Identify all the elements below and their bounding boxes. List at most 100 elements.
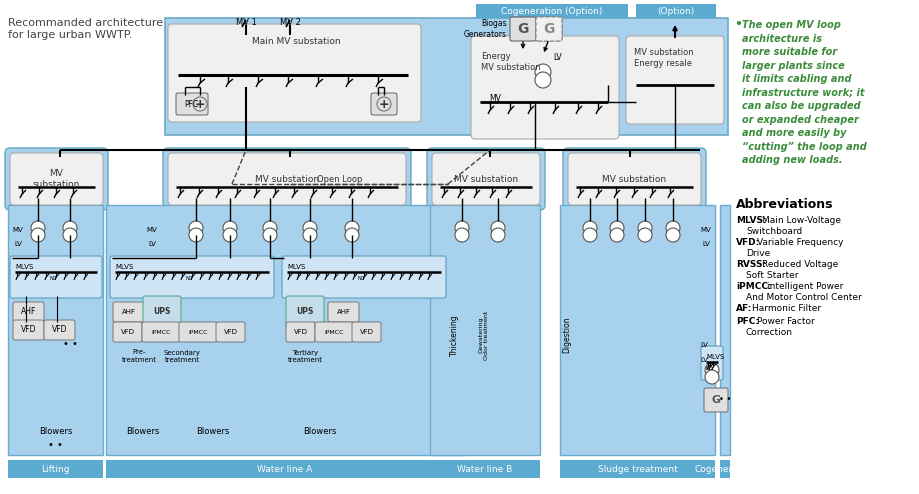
Text: VFD: VFD [293,329,307,335]
Circle shape [455,228,469,242]
Text: Recommanded architecture
for large urban WWTP.: Recommanded architecture for large urban… [8,18,163,40]
Circle shape [637,221,652,235]
FancyBboxPatch shape [142,296,181,328]
Text: PFC:: PFC: [735,317,758,326]
Circle shape [62,228,77,242]
Text: Digestion: Digestion [562,317,571,353]
Text: Drive: Drive [745,249,769,258]
Text: MLVS: MLVS [287,264,305,270]
Text: VFD: VFD [51,326,67,334]
Text: • •: • • [48,440,62,450]
FancyBboxPatch shape [168,24,421,122]
Text: Soft Starter: Soft Starter [745,271,798,280]
FancyBboxPatch shape [426,148,544,210]
Text: LV: LV [14,241,22,247]
FancyBboxPatch shape [471,36,618,139]
Text: iPMCC: iPMCC [323,329,344,334]
FancyBboxPatch shape [44,320,75,340]
Text: Tertiary
treatment: Tertiary treatment [287,349,323,363]
Circle shape [583,221,596,235]
Text: MLVS:: MLVS: [735,216,766,225]
Text: Main Low-Voltage: Main Low-Voltage [761,216,840,225]
Bar [560,460,714,478]
Bar [635,4,715,18]
Circle shape [704,363,719,377]
FancyBboxPatch shape [286,322,314,342]
Text: Correction: Correction [745,328,792,337]
FancyBboxPatch shape [10,256,102,298]
Circle shape [302,228,317,242]
Text: VFD: VFD [21,326,36,334]
Bar [8,460,103,478]
Circle shape [193,97,207,111]
FancyBboxPatch shape [176,93,208,115]
Text: iPMCC: iPMCC [188,329,208,334]
FancyBboxPatch shape [700,346,722,380]
Text: larger plants since: larger plants since [742,60,844,71]
FancyBboxPatch shape [328,302,358,322]
Circle shape [222,221,237,235]
Text: AHF: AHF [21,307,36,317]
Text: or expanded cheaper: or expanded cheaper [742,115,857,124]
FancyBboxPatch shape [5,148,108,210]
Circle shape [704,370,719,384]
Circle shape [637,228,652,242]
Text: • •: • • [62,339,77,349]
FancyBboxPatch shape [142,322,180,342]
Bar [732,0,919,494]
Text: MV substation: MV substation [601,174,665,183]
Circle shape [455,221,469,235]
FancyBboxPatch shape [536,17,562,41]
Text: it limits cabling and: it limits cabling and [742,74,851,84]
Bar [429,205,539,455]
Text: LV: LV [701,241,709,247]
Circle shape [345,228,358,242]
Text: Lifting: Lifting [41,464,70,474]
FancyBboxPatch shape [13,302,44,322]
Bar [429,460,539,478]
Text: Secondary
treatment: Secondary treatment [164,349,200,363]
Circle shape [302,221,317,235]
Text: AHF: AHF [336,309,350,315]
Text: AF:: AF: [735,304,752,313]
Text: Reduced Voltage: Reduced Voltage [761,260,837,269]
Text: LV: LV [699,357,707,363]
Text: Cogeneration: Cogeneration [694,464,754,474]
Bar [106,460,463,478]
Circle shape [62,221,77,235]
Text: (Option): (Option) [657,6,694,15]
Text: MV: MV [700,227,710,233]
Text: MV substation: MV substation [255,174,319,183]
Text: PFC: PFC [184,99,198,109]
Text: intelligent Power: intelligent Power [766,282,842,291]
Circle shape [609,221,623,235]
Text: Water line B: Water line B [457,464,512,474]
FancyBboxPatch shape [625,36,723,124]
Circle shape [263,228,277,242]
Circle shape [222,228,237,242]
Text: G: G [516,22,528,36]
Text: infrastructure work; it: infrastructure work; it [742,87,864,97]
Text: Water line A: Water line A [257,464,312,474]
Text: The open MV loop: The open MV loop [742,20,840,30]
Bar [560,205,714,455]
Text: •: • [733,18,742,31]
Text: NO: NO [185,276,193,281]
Bar [0,0,732,494]
Bar [106,205,463,455]
Text: NO: NO [357,276,364,281]
Text: NO: NO [50,276,57,281]
Circle shape [345,221,358,235]
Text: Open Loop: Open Loop [317,174,362,183]
Circle shape [583,228,596,242]
Text: Harmonic Filter: Harmonic Filter [752,304,821,313]
Text: And Motor Control Center: And Motor Control Center [745,293,861,302]
Text: Power Factor: Power Factor [756,317,814,326]
FancyBboxPatch shape [282,256,446,298]
Circle shape [188,221,203,235]
Text: and more easily by: and more easily by [742,128,845,138]
FancyBboxPatch shape [113,302,144,322]
Text: G: G [543,22,554,36]
FancyBboxPatch shape [370,93,397,115]
FancyBboxPatch shape [113,322,142,342]
